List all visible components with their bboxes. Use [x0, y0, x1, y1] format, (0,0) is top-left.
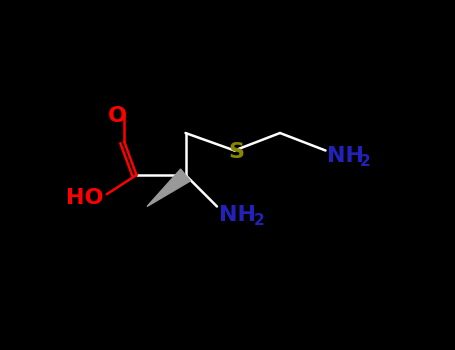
Text: NH: NH: [219, 205, 256, 225]
Polygon shape: [147, 169, 190, 206]
Text: O: O: [108, 105, 127, 126]
Text: 2: 2: [254, 213, 264, 228]
Text: NH: NH: [327, 146, 364, 166]
Text: 2: 2: [360, 154, 370, 169]
Text: HO: HO: [66, 188, 103, 208]
Text: S: S: [228, 142, 244, 162]
